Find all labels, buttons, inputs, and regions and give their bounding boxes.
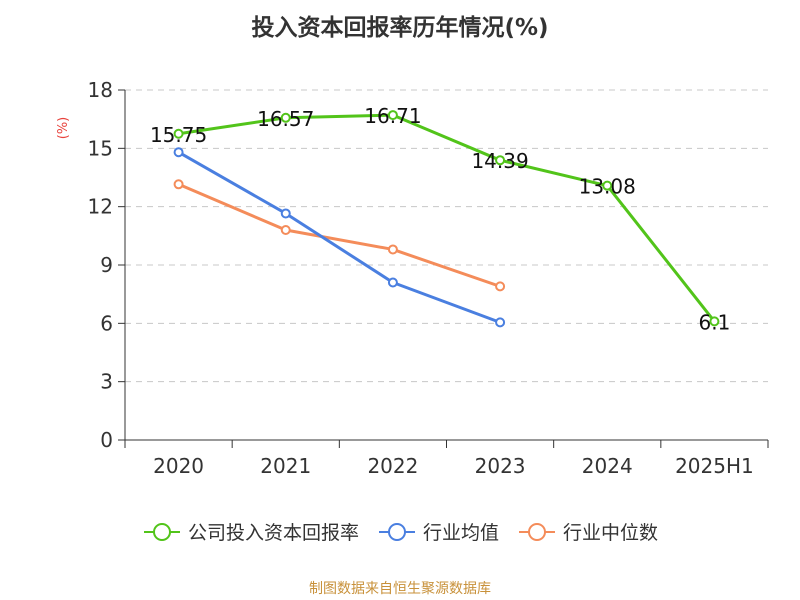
legend-label-company: 公司投入资本回报率 <box>187 522 359 544</box>
legend: 公司投入资本回报率 行业均值 行业中位数 <box>0 518 800 545</box>
x-tick-label: 2020 <box>153 454 204 478</box>
x-tick-label: 2025H1 <box>675 454 754 478</box>
data-point-industry-average <box>387 277 398 288</box>
data-point-industry-average <box>280 208 291 219</box>
data-label-company: 15.75 <box>150 123 207 147</box>
chart-title: 投入资本回报率历年情况(%) <box>251 15 549 41</box>
x-tick-label: 2021 <box>260 454 311 478</box>
y-tick-label: 6 <box>100 311 113 335</box>
data-point-company <box>602 180 613 191</box>
legend-marker-company <box>143 522 180 541</box>
x-tick-label: 2023 <box>475 454 526 478</box>
legend-item-industry-median[interactable]: 行业中位数 <box>517 518 658 545</box>
data-label-company: 16.57 <box>257 107 314 131</box>
y-tick-label: 9 <box>100 253 113 277</box>
series-line-industry-median <box>177 182 501 288</box>
data-point-industry-median <box>173 179 184 190</box>
grid-lines <box>125 89 768 383</box>
data-labels: 15.75 16.57 16.71 14.39 13.08 6.1 <box>150 104 730 334</box>
series-line-industry-average <box>177 150 501 324</box>
data-point-industry-average <box>495 317 506 328</box>
data-point-industry-median <box>280 225 291 235</box>
data-label-company: 6.1 <box>699 310 731 334</box>
series <box>173 110 720 328</box>
legend-label-industry-median: 行业中位数 <box>563 522 659 544</box>
legend-item-industry-average[interactable]: 行业均值 <box>377 518 499 545</box>
x-tick-label: 2022 <box>367 454 418 478</box>
legend-marker-industry-median <box>519 522 555 541</box>
data-point-industry-median <box>495 281 506 292</box>
data-point-company <box>709 316 720 327</box>
data-point-company <box>495 155 506 166</box>
data-point-company <box>280 112 291 123</box>
source-caption: 制图数据来自恒生聚源数据库 <box>309 581 491 597</box>
y-axis-label: (%) <box>56 117 71 140</box>
legend-item-company[interactable]: 公司投入资本回报率 <box>142 518 359 545</box>
data-label-company: 16.71 <box>364 104 421 128</box>
data-point-industry-average <box>173 147 184 158</box>
data-label-company: 13.08 <box>579 175 636 199</box>
x-tick-label: 2024 <box>582 454 633 478</box>
legend-label-industry-average: 行业均值 <box>422 522 499 544</box>
data-point-company <box>173 128 184 139</box>
series-line-company <box>178 113 716 323</box>
y-tick-label: 15 <box>88 136 113 160</box>
axes: 0 3 6 9 12 15 18 2020 2021 2022 2023 2024 2025H1 <box>88 78 769 478</box>
y-tick-label: 0 <box>100 428 113 452</box>
y-tick-label: 12 <box>88 195 113 219</box>
legend-marker-industry-average <box>378 522 415 541</box>
y-tick-label: 18 <box>88 78 113 102</box>
data-label-company: 14.39 <box>471 149 528 173</box>
data-point-industry-median <box>387 244 398 255</box>
y-tick-label: 3 <box>100 370 113 394</box>
data-point-company <box>387 110 398 121</box>
